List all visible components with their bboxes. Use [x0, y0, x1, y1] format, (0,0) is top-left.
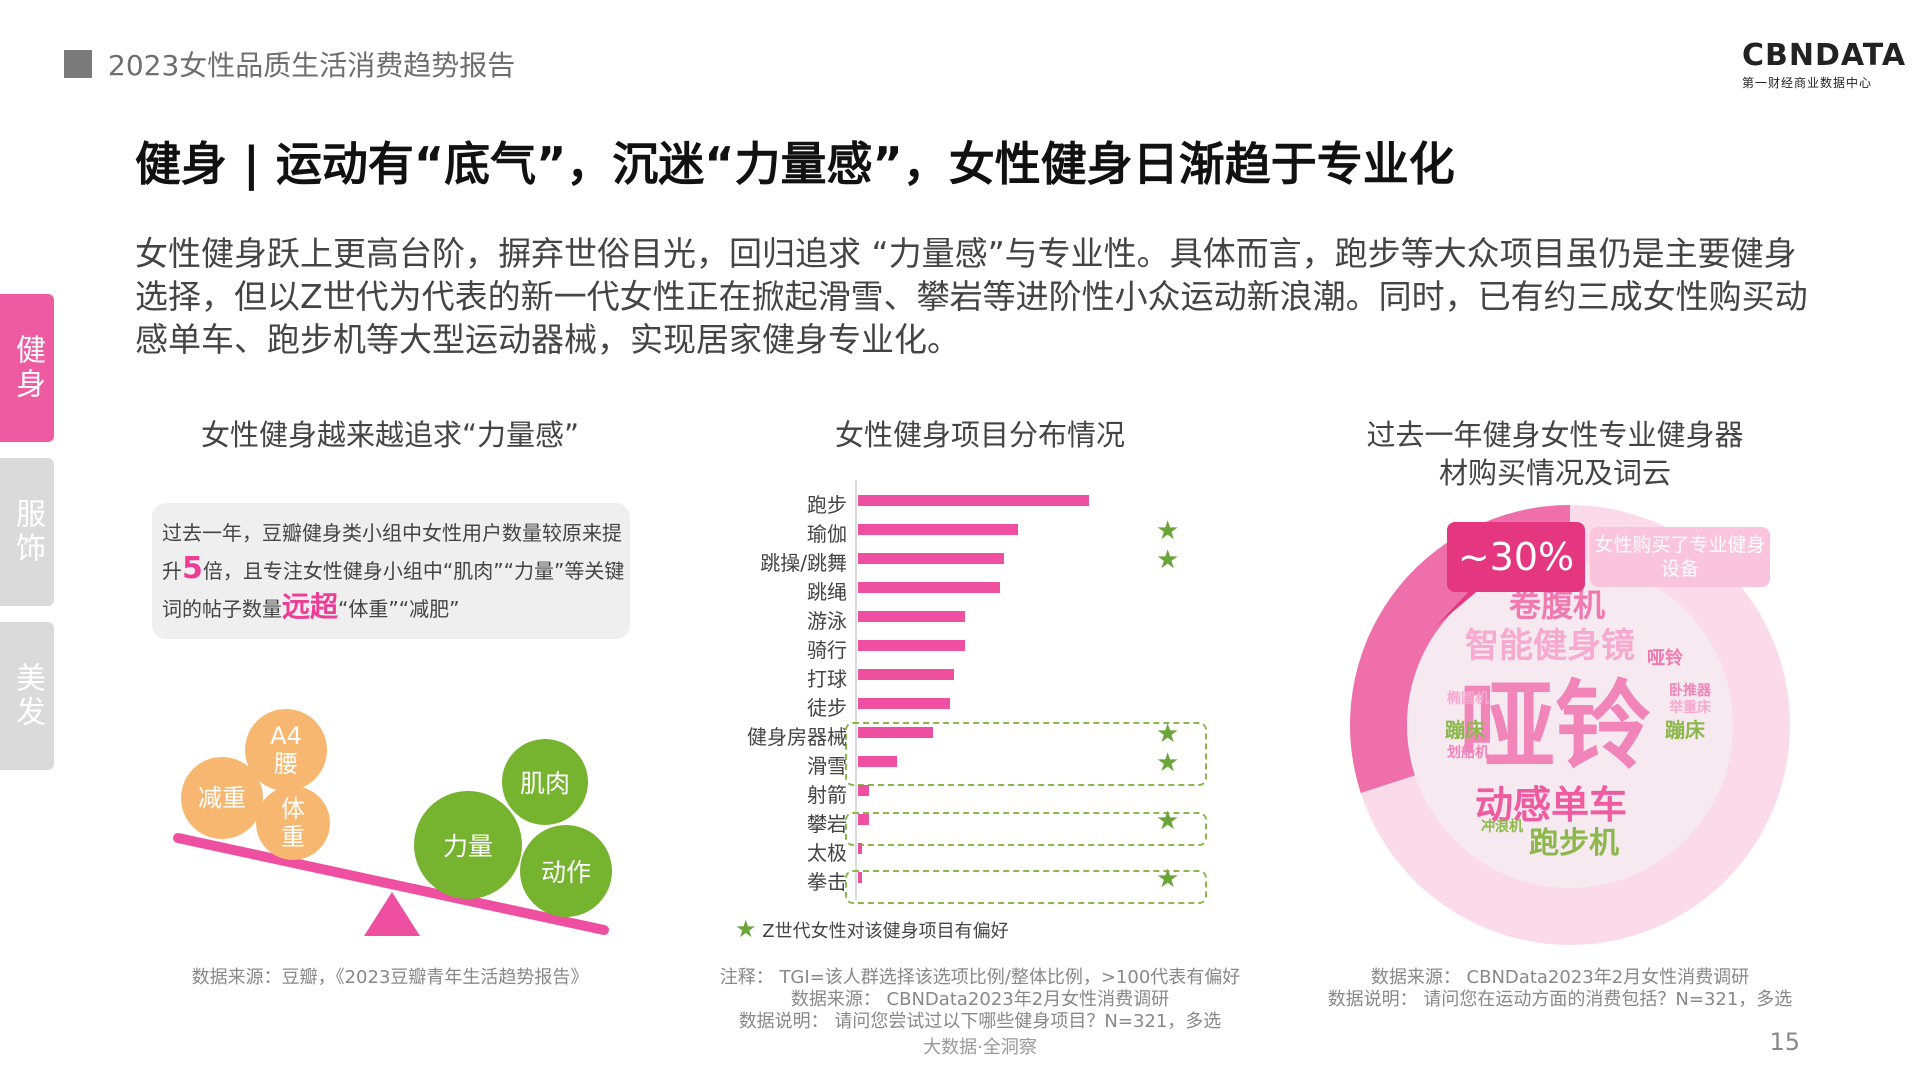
genz-highlight-box-2 [845, 812, 1207, 846]
category-label: 太极 [807, 841, 847, 865]
callout-part1: 过去一年，豆瓣健身类小组中女性用户数量较原来提升 [162, 521, 622, 583]
report-title: 2023女性品质生活消费趋势报告 [108, 49, 516, 82]
category-label: 骑行 [807, 638, 847, 662]
panel3-title-line2: 材购买情况及词云 [1438, 456, 1671, 490]
panel3-source-2: 数据说明： 请问您在运动方面的消费包括？N=321，多选 [1327, 989, 1793, 1010]
bubble-a4-waist: A4 腰 [245, 709, 327, 791]
category-label: 跳绳 [807, 580, 847, 604]
bar [858, 785, 869, 796]
cloud-word-1: 卷腹机 [1509, 586, 1606, 624]
star-icon: ★ [1156, 545, 1180, 575]
category-label: 徒步 [807, 696, 847, 720]
callout-part2: 倍，且专注女性健身小组中“肌肉”“力量”等关键词的帖子数量 [162, 559, 625, 621]
star-icon: ★ [1156, 516, 1180, 546]
donut-progress-arc [1350, 505, 1570, 793]
badge-pointer [1436, 582, 1488, 626]
side-tab-fitness[interactable]: 健身 [0, 294, 54, 442]
intro-paragraph: 女性健身跃上更高台阶，摒弃世俗目光，回归追求 “力量感”与专业性。具体而言，跑步… [135, 234, 1808, 359]
genz-highlight-box-1 [845, 722, 1207, 786]
cloud-word-5: 蹦床 [1445, 718, 1485, 742]
panel3-title-line1: 过去一年健身女性专业健身器 [1366, 418, 1744, 452]
category-label: 攀岩 [807, 812, 847, 836]
bar [858, 727, 933, 738]
bar [858, 553, 1004, 564]
callout-text: 过去一年，豆瓣健身类小组中女性用户数量较原来提升5倍，且专注女性健身小组中“肌肉… [162, 515, 632, 627]
chart-axis [855, 480, 857, 900]
star-icon: ★ [1156, 719, 1180, 749]
category-label: 射箭 [807, 783, 847, 807]
bubble-strength: 力量 [414, 791, 522, 899]
bubble-muscle: 肌肉 [502, 739, 588, 825]
bubble-movement: 动作 [520, 825, 612, 917]
category-label: 跑步 [807, 493, 847, 517]
cloud-word-11: 举重床 [1669, 700, 1711, 716]
side-tab-apparel[interactable]: 服饰 [0, 458, 54, 606]
panel2-note-2: 数据来源： CBNData2023年2月女性消费调研 [790, 989, 1170, 1010]
star-icon: ★ [1156, 864, 1180, 894]
seesaw-fulcrum [364, 892, 420, 936]
panel2-note-3: 数据说明： 请问您尝试过以下哪些健身项目？N=321，多选 [738, 1011, 1222, 1032]
percent-badge: ~30% [1447, 522, 1585, 592]
genz-highlight-box-3 [845, 870, 1207, 904]
cloud-word-3: 动感单车 [1475, 783, 1628, 827]
page-title: 健身 | 运动有“底气”，沉迷“力量感”，女性健身日渐趋于专业化 [135, 137, 1455, 191]
logo-subtitle: 第一财经商业数据中心 [1742, 76, 1873, 90]
percent-badge-label: 女性购买了专业健身设备 [1590, 527, 1770, 587]
chart-legend: ★ Z世代女性对该健身项目有偏好 [735, 916, 1009, 943]
panel2-title: 女性健身项目分布情况 [834, 418, 1125, 452]
cloud-word-10: 冲浪机 [1481, 819, 1523, 835]
bar [858, 814, 869, 825]
star-icon: ★ [735, 915, 757, 943]
legend-label: Z世代女性对该健身项目有偏好 [762, 921, 1009, 942]
donut-progress [1350, 505, 1570, 793]
category-label: 打球 [807, 667, 847, 691]
category-label: 健身房器械 [747, 725, 847, 749]
header-square [64, 50, 92, 78]
cloud-word-2: 智能健身镜 [1465, 626, 1635, 666]
bar [858, 611, 965, 622]
category-label: 拳击 [807, 870, 847, 894]
cloud-word-9: 划船机 [1447, 745, 1489, 761]
bar [858, 582, 1000, 593]
cloud-word-big: 哑铃 [1459, 670, 1651, 782]
page-number: 15 [1769, 1028, 1800, 1056]
category-label: 瑜伽 [807, 522, 847, 546]
callout-highlight-5x: 5 [182, 551, 203, 586]
bar [858, 524, 1018, 535]
panel1-title: 女性健身越来越追求“力量感” [200, 418, 580, 452]
word-cloud: 哑铃 卷腹机 智能健身镜 动感单车 跑步机 蹦床 哑铃 蹦床 卧推器 划船机 冲… [1407, 562, 1733, 888]
bar [858, 669, 954, 680]
bar [858, 640, 965, 651]
bar [858, 843, 862, 854]
panel2-note-1: 注释： TGI=该人群选择该选项比例/整体比例，>100代表有偏好 [719, 967, 1241, 988]
star-icon: ★ [1156, 806, 1180, 836]
category-label: 游泳 [807, 609, 847, 633]
logo: CBNDATA [1742, 38, 1907, 73]
cloud-word-7: 蹦床 [1665, 718, 1705, 742]
seesaw-graphic [173, 833, 609, 936]
word-cloud-area [1407, 562, 1733, 888]
cloud-word-8: 卧推器 [1669, 683, 1711, 699]
category-label: 滑雪 [807, 754, 847, 778]
seesaw-beam [173, 833, 609, 935]
star-icon: ★ [1156, 748, 1180, 778]
bar [858, 756, 898, 767]
bar [858, 495, 1089, 506]
side-tab-beauty[interactable]: 美发 [0, 622, 54, 770]
cloud-word-4: 跑步机 [1529, 826, 1619, 861]
bubble-body-weight: 体重 [256, 786, 330, 860]
callout-box [152, 503, 630, 639]
callout-part3: “体重”“减肥” [338, 597, 460, 621]
panel3-source-1: 数据来源： CBNData2023年2月女性消费调研 [1370, 967, 1750, 988]
callout-highlight-exceed: 远超 [282, 590, 339, 623]
bar [858, 872, 862, 883]
footer-tagline: 大数据·全洞察 [923, 1037, 1037, 1058]
bubble-weight-loss: 减重 [181, 757, 263, 839]
panel1-source: 数据来源：豆瓣，《2023豆瓣青年生活趋势报告》 [191, 967, 589, 988]
category-label: 跳操/跳舞 [760, 551, 847, 575]
cloud-word-6: 哑铃 [1647, 648, 1683, 669]
cloud-word-12: 椭圆机 [1447, 691, 1489, 707]
bar [858, 698, 951, 709]
